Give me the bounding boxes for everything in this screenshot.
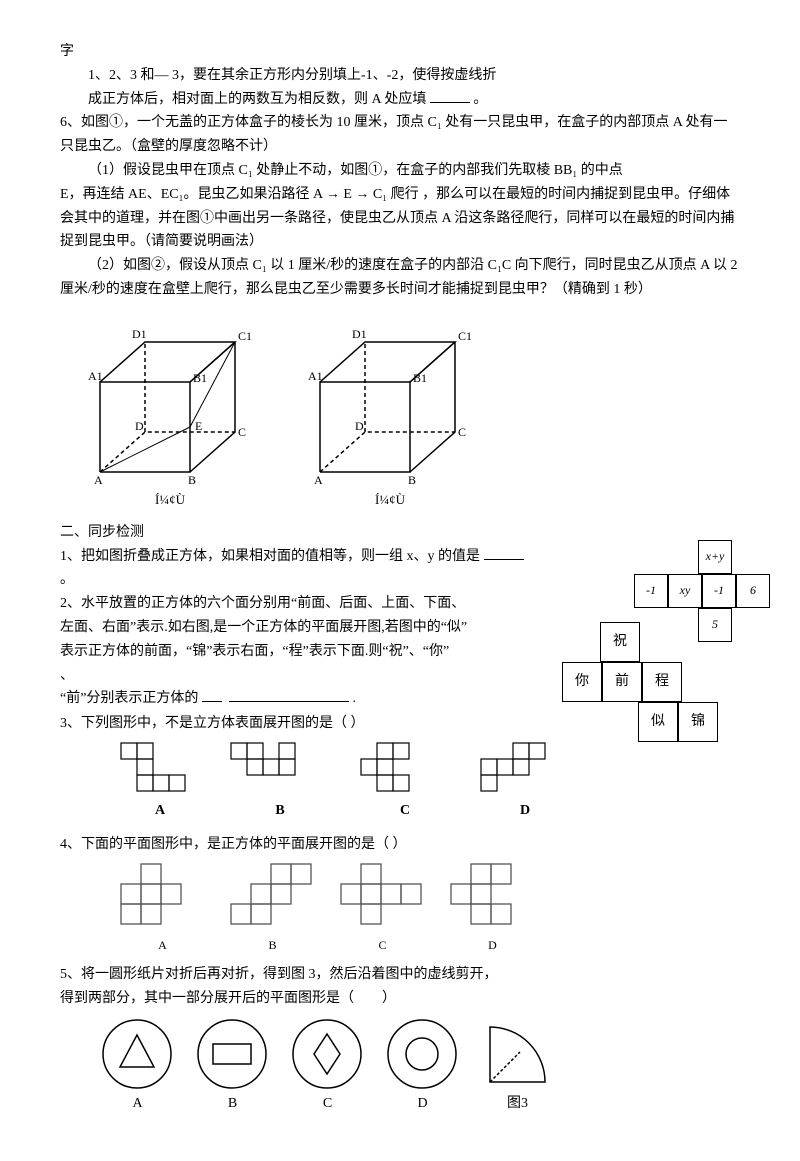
cell: 程 [642, 662, 682, 702]
svg-text:B1: B1 [413, 371, 427, 385]
blank [430, 88, 470, 103]
svg-text:D1: D1 [132, 327, 147, 341]
svg-text:C1: C1 [238, 329, 252, 343]
label: D [480, 799, 570, 823]
text: 1、把如图折叠成正方体，如果相对面的值相等，则一组 x、y 的值是 [60, 549, 480, 564]
shape-c: C [360, 742, 450, 823]
svg-text:E: E [195, 419, 202, 433]
label: B [230, 935, 315, 955]
text: “前”分别表示正方体的 [60, 691, 198, 706]
text: 字 [60, 40, 740, 64]
shape-a: A [120, 863, 205, 955]
shape-b: B [230, 863, 315, 955]
circ-c: C [290, 1017, 365, 1116]
label: C [360, 799, 450, 823]
text: （2）如图②，假设从顶点 C₁ 以 1 厘米/秒的速度在盒子的内部沿 C₁C 向… [60, 254, 740, 302]
q2-block: 祝 你 前 程 似 锦 2、水平放置的正方体的六个面分别用“前面、后面、上面、下… [60, 592, 740, 712]
label: 图3 [480, 1092, 555, 1116]
text: 左面、右面”表示.如右图,是一个正方体的平面展开图,若图中的“似” [60, 616, 490, 640]
cell: x+y [698, 540, 732, 574]
blank [202, 687, 222, 702]
cube-svg-1: A B C D A1 B1 C1 D1 E [80, 312, 260, 487]
text: 。 [473, 92, 487, 107]
blank [229, 687, 349, 702]
svg-text:D: D [355, 419, 364, 433]
cell: 锦 [678, 702, 718, 742]
cube-fig-2: A B C D A1 B1 C1 D1 Í¼¢Ù [300, 312, 480, 511]
shape-d: D [450, 863, 535, 955]
cell: 前 [602, 662, 642, 702]
q1-block: x+y -1 xy -1 6 5 1、把如图折叠成正方体，如果相对面的值相等，则… [60, 545, 740, 593]
q5-l2: 得到两部分，其中一部分展开后的平面图形是（ ） [60, 987, 740, 1011]
cube-fig-1: A B C D A1 B1 C1 D1 E Í¼¢Ù [80, 312, 260, 511]
q4-shapes: A B C D [120, 863, 740, 955]
svg-text:A1: A1 [308, 369, 323, 383]
text: . [352, 691, 356, 706]
shape-d: D [480, 742, 570, 823]
svg-text:A1: A1 [88, 369, 103, 383]
circ-a: A [100, 1017, 175, 1116]
q5-shapes: A B C D 图3 [100, 1017, 740, 1116]
circ-b: B [195, 1017, 270, 1116]
label: A [100, 1092, 175, 1116]
svg-text:C: C [458, 425, 466, 439]
text: （1）假设昆虫甲在顶点 C₁ 处静止不动，如图①，在盒子的内部我们先取棱 BB₁… [60, 159, 740, 183]
text: 2、水平放置的正方体的六个面分别用“前面、后面、上面、下面、 [60, 592, 490, 616]
q4-text: 4、下面的平面图形中，是正方体的平面展开图的是（ ） [60, 833, 740, 857]
page: 字 1、2、3 和— 3，要在其余正方形内分别填上-1、-2，使得按虚线折 成正… [60, 40, 740, 1115]
cell: 祝 [600, 622, 640, 662]
shape-b: B [230, 742, 330, 823]
label: A [120, 935, 205, 955]
cell: 似 [638, 702, 678, 742]
label: B [230, 799, 330, 823]
cell: 你 [562, 662, 602, 702]
circ-d: D [385, 1017, 460, 1116]
svg-text:D: D [135, 419, 144, 433]
svg-text:D1: D1 [352, 327, 367, 341]
text: 成正方体后，相对面上的两数互为相反数，则 A 处应填 。 [60, 88, 740, 112]
svg-text:B: B [408, 473, 416, 487]
label: C [340, 935, 425, 955]
text: 表示正方体的前面，“锦”表示右面，“程”表示下面.则“祝”、“你” [60, 640, 490, 664]
fig-3: 图3 [480, 1017, 555, 1116]
text: 成正方体后，相对面上的两数互为相反数，则 A 处应填 [88, 92, 426, 107]
svg-text:C1: C1 [458, 329, 472, 343]
fig-label: Í¼¢Ù [300, 489, 480, 511]
fig-label: Í¼¢Ù [80, 489, 260, 511]
q6-head: 6、如图①，一个无盖的正方体盒子的棱长为 10 厘米，顶点 C₁ 处有一只昆虫甲… [60, 111, 740, 159]
cube-svg-2: A B C D A1 B1 C1 D1 [300, 312, 480, 487]
svg-text:C: C [238, 425, 246, 439]
text: E，再连结 AE、EC₁。昆虫乙如果沿路径 A → E → C₁ 爬行 ，那么可… [60, 183, 740, 254]
svg-text:B: B [188, 473, 196, 487]
cell: 6 [736, 574, 770, 608]
shape-c: C [340, 863, 425, 955]
svg-text:A: A [314, 473, 323, 487]
q3-shapes: A B C D [120, 742, 740, 823]
shape-a: A [120, 742, 200, 823]
blank [484, 545, 524, 560]
svg-text:B1: B1 [193, 371, 207, 385]
text: 1、2、3 和— 3，要在其余正方形内分别填上-1、-2，使得按虚线折 [60, 64, 740, 88]
svg-text:A: A [94, 473, 103, 487]
q2-net: 祝 你 前 程 似 锦 [562, 622, 720, 742]
q5-l1: 5、将一圆形纸片对折后再对折，得到图 3，然后沿着图中的虚线剪开， [60, 963, 740, 987]
label: D [450, 935, 535, 955]
label: C [290, 1092, 365, 1116]
cube-figures: A B C D A1 B1 C1 D1 E Í¼¢Ù [80, 312, 740, 511]
label: A [120, 799, 200, 823]
label: B [195, 1092, 270, 1116]
label: D [385, 1092, 460, 1116]
